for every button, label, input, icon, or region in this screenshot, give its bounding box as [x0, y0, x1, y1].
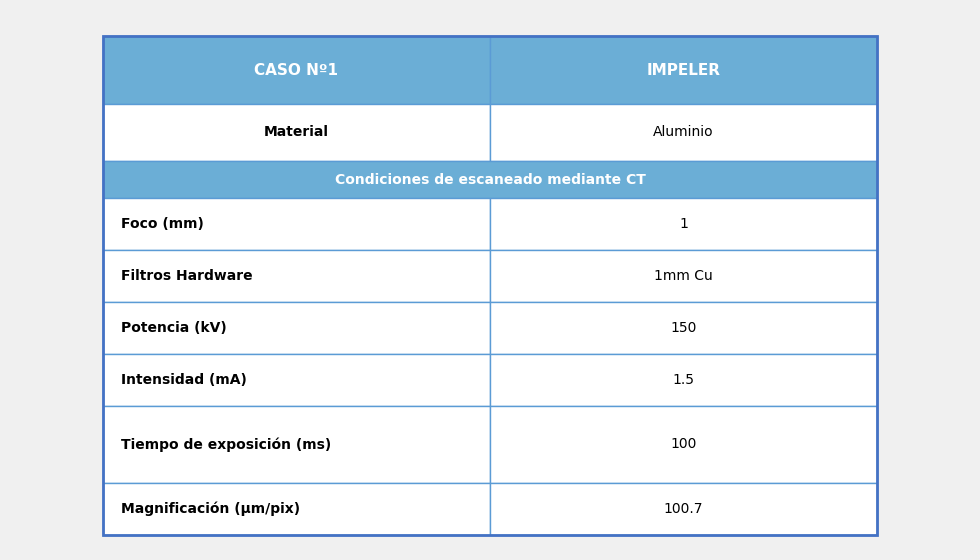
Bar [103, 104, 490, 161]
Bar [490, 198, 877, 250]
Bar [490, 405, 877, 483]
Bar [103, 405, 490, 483]
Bar [103, 161, 877, 198]
Text: Aluminio: Aluminio [654, 125, 713, 139]
Bar [103, 36, 877, 535]
Text: Magnificación (μm/pix): Magnificación (μm/pix) [121, 502, 300, 516]
Bar [490, 36, 877, 104]
Bar [490, 250, 877, 302]
Text: 1.5: 1.5 [672, 373, 695, 387]
Text: CASO Nº1: CASO Nº1 [255, 63, 338, 77]
Bar [103, 250, 490, 302]
Bar [103, 483, 490, 535]
Text: 100: 100 [670, 437, 697, 451]
Bar [103, 302, 490, 354]
Bar [103, 354, 490, 405]
Text: Tiempo de exposición (ms): Tiempo de exposición (ms) [121, 437, 331, 451]
Text: IMPELER: IMPELER [647, 63, 720, 77]
Text: Intensidad (mA): Intensidad (mA) [121, 373, 246, 387]
Bar [490, 483, 877, 535]
Bar [103, 198, 490, 250]
Text: 150: 150 [670, 321, 697, 335]
Text: Material: Material [264, 125, 329, 139]
Bar [490, 104, 877, 161]
Text: 1mm Cu: 1mm Cu [655, 269, 712, 283]
Bar [490, 302, 877, 354]
Text: Foco (mm): Foco (mm) [121, 217, 204, 231]
Text: Condiciones de escaneado mediante CT: Condiciones de escaneado mediante CT [334, 172, 646, 186]
Text: 100.7: 100.7 [663, 502, 704, 516]
Text: 1: 1 [679, 217, 688, 231]
Text: Filtros Hardware: Filtros Hardware [121, 269, 252, 283]
Bar [103, 36, 490, 104]
Text: Potencia (kV): Potencia (kV) [121, 321, 226, 335]
Bar [490, 354, 877, 405]
